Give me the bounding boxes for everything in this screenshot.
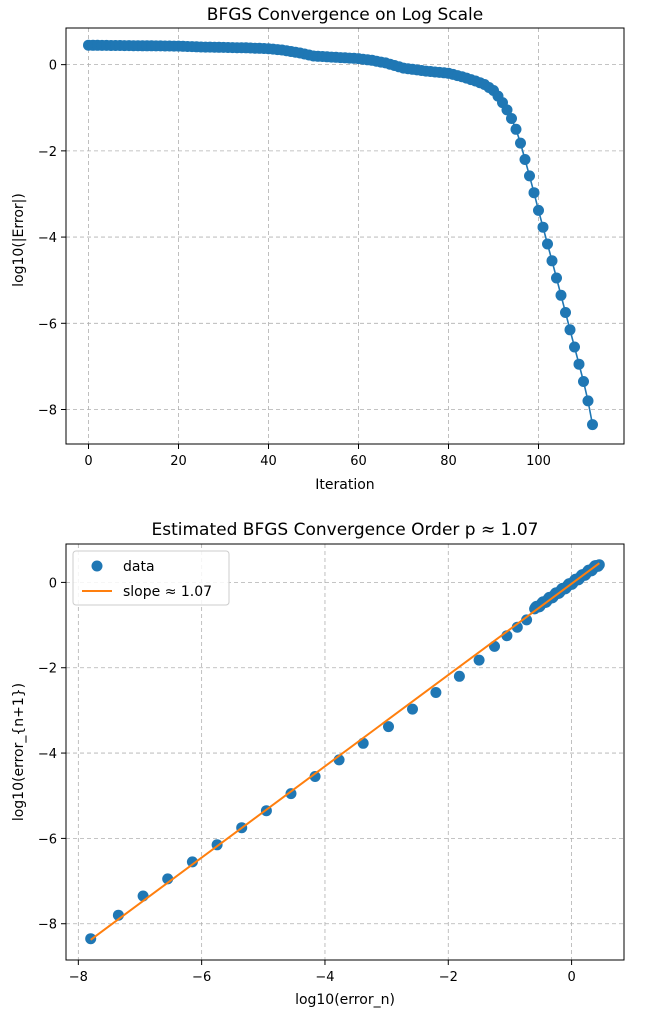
chart1-point-100 — [533, 204, 544, 216]
chart1-point-94 — [506, 113, 517, 124]
chart1-point-105 — [555, 289, 567, 301]
chart1-xtick-label-4: 80 — [440, 454, 457, 469]
chart1-xtick-label-5: 100 — [526, 454, 551, 469]
chart2-xtick-label-2: −4 — [315, 970, 334, 985]
chart1-point-104 — [551, 272, 562, 284]
chart1-ytick-label-4: −8 — [38, 404, 57, 419]
chart2-point-15 — [453, 670, 465, 682]
chart1-point-102 — [542, 238, 553, 250]
chart1-frame — [65, 27, 625, 445]
chart1-xtick-label-3: 60 — [350, 454, 367, 469]
chart2-point-12 — [383, 721, 394, 733]
chart1-ytick-label-0: 0 — [49, 59, 57, 74]
chart1-point-108 — [569, 341, 580, 353]
chart1-series — [83, 39, 598, 431]
chart1-ytick-label-3: −6 — [38, 317, 57, 332]
chart2-ytick-label-0: 0 — [49, 576, 57, 591]
chart1-point-103 — [546, 255, 558, 267]
chart2-fit-line — [90, 562, 600, 941]
chart1-point-106 — [560, 307, 571, 318]
chart2-legend: data slope ≈ 1.07 — [72, 550, 230, 606]
chart2-point-19 — [511, 621, 523, 633]
chart1-ylabel: log10(|Error|) — [11, 193, 27, 287]
chart2-point-13 — [407, 703, 418, 715]
chart2-series — [85, 559, 605, 945]
chart2-point-11 — [357, 737, 369, 749]
chart1-point-95 — [510, 123, 522, 135]
chart2-xtick-label-1: −6 — [192, 970, 211, 985]
chart1-point-111 — [582, 395, 594, 407]
chart1-point-109 — [573, 358, 585, 370]
legend-data-label: data — [123, 559, 155, 575]
legend-data-marker — [91, 560, 103, 572]
chart1-ytick-label-2: −4 — [38, 231, 57, 246]
chart2-ytick-label-1: −2 — [38, 662, 57, 677]
chart2-ytick-label-2: −4 — [38, 747, 57, 762]
chart1-point-96 — [515, 137, 526, 149]
chart1-xtick-label-0: 0 — [84, 454, 92, 469]
chart1-point-98 — [524, 170, 535, 182]
chart2-point-8 — [285, 788, 297, 800]
chart2-ticks: −8 −6 −4 −2 0 0 −2 −4 −6 −8 — [38, 576, 576, 985]
chart2-point-14 — [430, 687, 442, 698]
chart2-point-16 — [473, 654, 485, 666]
chart2-xlabel: log10(error_n) — [295, 992, 395, 1008]
chart2-point-110 — [593, 559, 605, 571]
chart2-point-9 — [309, 771, 321, 782]
chart1-xtick-label-2: 40 — [260, 454, 277, 469]
chart2-point-4 — [186, 856, 198, 868]
chart1-title: BFGS Convergence on Log Scale — [207, 5, 483, 25]
order-chart: Estimated BFGS Convergence Order p ≈ 1.0… — [11, 520, 625, 1008]
chart2-xtick-label-0: −8 — [69, 970, 88, 985]
chart2-point-20 — [521, 614, 533, 626]
chart1-point-112 — [587, 419, 598, 431]
chart2-xtick-label-4: 0 — [567, 970, 575, 985]
chart2-ytick-label-4: −8 — [38, 918, 57, 933]
legend-slope-label: slope ≈ 1.07 — [123, 584, 212, 600]
chart1-line — [88, 44, 594, 425]
chart1-point-97 — [519, 154, 531, 165]
chart1-xtick-label-1: 20 — [170, 454, 187, 469]
chart2-xtick-label-3: −2 — [439, 970, 458, 985]
convergence-chart: BFGS Convergence on Log Scale Iteration … — [11, 5, 625, 493]
chart1-point-110 — [578, 376, 589, 387]
chart2-ytick-label-3: −6 — [38, 832, 57, 847]
chart1-point-93 — [501, 104, 513, 116]
chart2-ylabel: log10(error_{n+1}) — [11, 683, 27, 821]
chart1-point-107 — [564, 324, 576, 336]
chart1-point-99 — [528, 187, 540, 199]
chart2-title: Estimated BFGS Convergence Order p ≈ 1.0… — [152, 520, 539, 540]
chart2-grid — [66, 544, 624, 960]
chart1-ytick-label-1: −2 — [38, 145, 57, 160]
chart1-ticks: 0 20 40 60 80 100 0 −2 −4 −6 −8 — [38, 59, 551, 469]
chart2-frame — [65, 543, 625, 961]
chart1-xlabel: Iteration — [315, 477, 374, 493]
chart1-point-101 — [537, 221, 549, 233]
chart1-grid — [66, 28, 624, 444]
